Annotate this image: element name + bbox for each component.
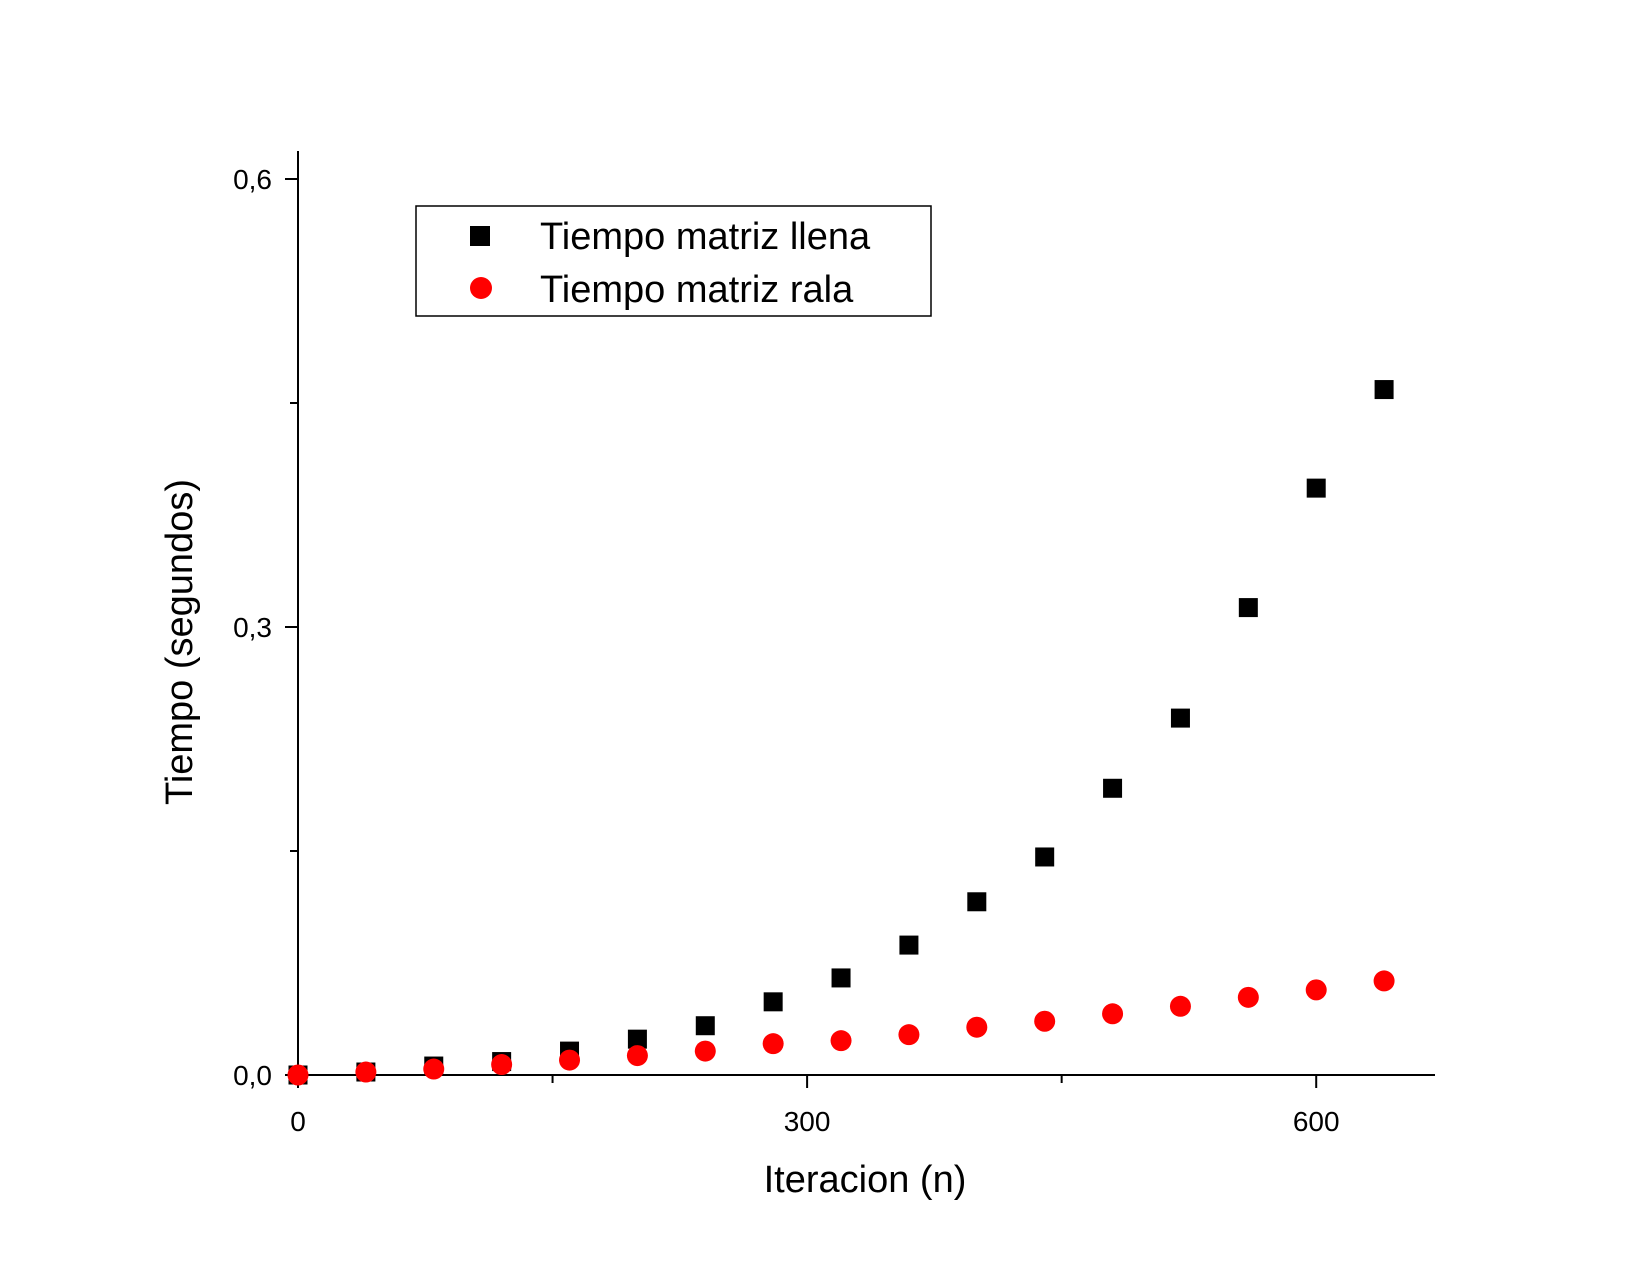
point-llena xyxy=(1374,380,1394,400)
point-rala xyxy=(1034,1010,1056,1032)
legend-marker-circle xyxy=(470,277,492,299)
y-axis-label: Tiempo (segundos) xyxy=(159,479,201,805)
point-rala xyxy=(762,1033,784,1055)
point-rala xyxy=(898,1024,920,1046)
point-rala xyxy=(626,1045,648,1067)
legend-label-llena: Tiempo matriz llena xyxy=(540,216,871,258)
legend: Tiempo matriz llena Tiempo matriz rala xyxy=(415,205,932,317)
point-rala xyxy=(1102,1003,1124,1025)
point-rala xyxy=(355,1061,377,1083)
point-llena xyxy=(1238,598,1258,618)
point-llena xyxy=(967,892,987,912)
point-rala xyxy=(966,1016,988,1038)
point-llena xyxy=(627,1029,647,1049)
point-llena xyxy=(763,992,783,1012)
point-llena xyxy=(831,968,851,988)
point-rala xyxy=(1305,979,1327,1001)
point-llena xyxy=(1035,847,1055,867)
point-rala xyxy=(559,1049,581,1071)
point-rala xyxy=(1169,995,1191,1017)
legend-marker-square xyxy=(470,226,490,246)
axes xyxy=(297,151,1435,1076)
point-rala xyxy=(830,1030,852,1052)
y-tick-label: 0,0 xyxy=(233,1060,272,1091)
point-llena xyxy=(1306,478,1326,498)
point-llena xyxy=(695,1016,715,1036)
legend-box xyxy=(415,205,932,317)
x-tick-label: 0 xyxy=(290,1106,306,1137)
legend-label-rala: Tiempo matriz rala xyxy=(540,269,854,311)
x-tick-label: 600 xyxy=(1293,1106,1340,1137)
y-tick-label: 0,6 xyxy=(233,164,272,195)
point-rala xyxy=(1237,986,1259,1008)
point-llena xyxy=(1170,708,1190,728)
point-llena xyxy=(899,935,919,955)
data-points xyxy=(287,380,1395,1086)
point-rala xyxy=(1373,970,1395,992)
point-rala xyxy=(423,1058,445,1080)
x-tick-label: 300 xyxy=(784,1106,831,1137)
point-rala xyxy=(694,1040,716,1062)
point-rala xyxy=(287,1064,309,1086)
y-tick-label: 0,3 xyxy=(233,612,272,643)
ticks: 0 300 600 0,0 0,3 0,6 xyxy=(233,164,1340,1137)
point-rala xyxy=(491,1054,513,1076)
x-axis-label: Iteracion (n) xyxy=(764,1159,967,1201)
point-llena xyxy=(1103,778,1123,798)
